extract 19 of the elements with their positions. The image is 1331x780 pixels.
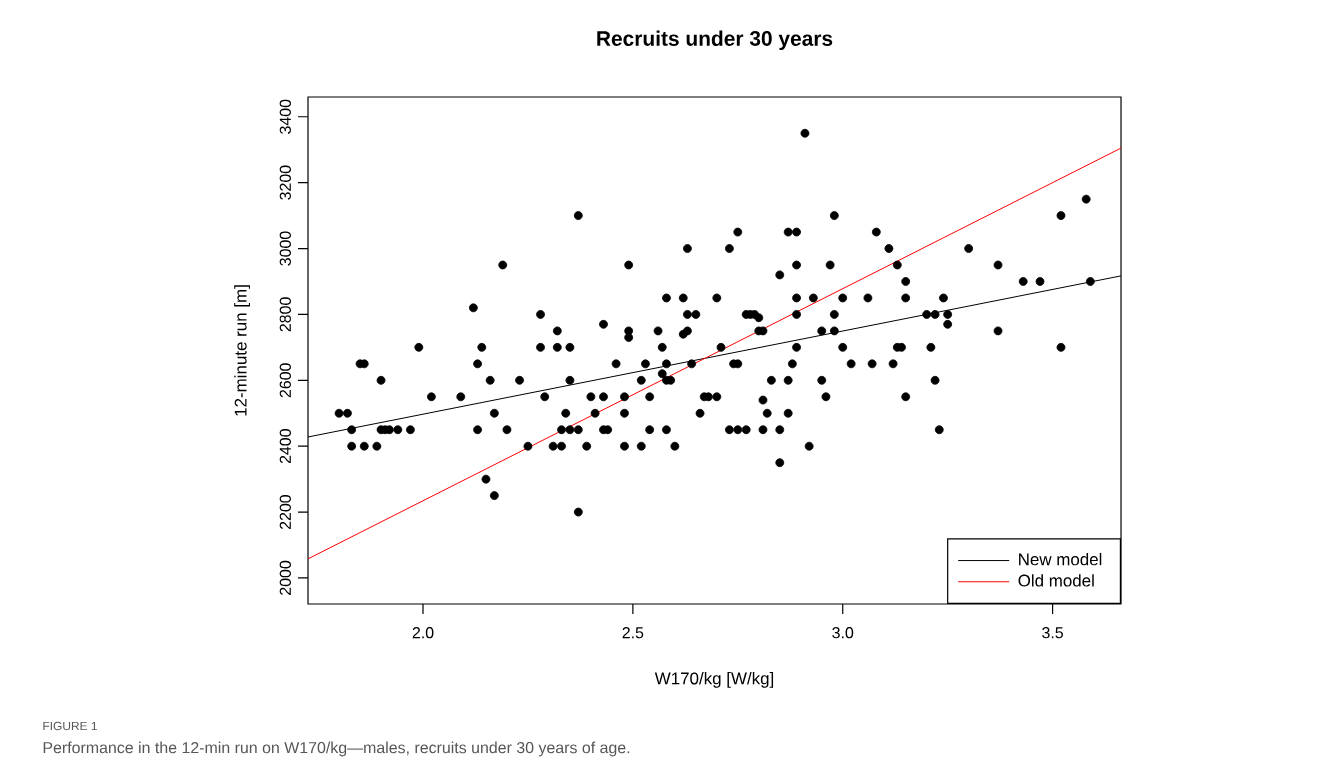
x-tick-label: 3.0	[832, 627, 854, 639]
chart-title: Recruits under 30 years	[597, 30, 833, 50]
y-tick-label: 2800	[279, 297, 291, 332]
x-tick-label: 3.5	[1042, 627, 1063, 639]
y-tick-label: 2000	[279, 560, 291, 595]
y-axis-title: 12-minute run [m]	[234, 285, 250, 416]
y-tick-label: 2200	[279, 494, 291, 529]
y-tick-label: 3400	[279, 99, 291, 134]
y-tick-label: 3000	[279, 231, 291, 266]
caption: FIGURE 1	[43, 721, 97, 731]
y-tick-label: 2600	[279, 363, 291, 398]
x-tick-label: 2.5	[622, 627, 644, 639]
x-axis-title: W170/kg [W/kg]	[654, 672, 774, 688]
legend-label: New model	[1019, 552, 1102, 566]
y-tick-label: 3200	[279, 165, 291, 200]
legend-label: Old model	[1018, 574, 1094, 587]
y-tick-label: 2400	[279, 429, 291, 464]
text: Performance in the 12-min run on W170/kg—males, recruits under 30 years of age.	[43, 741, 630, 757]
x-tick-label: 2.0	[412, 627, 434, 639]
